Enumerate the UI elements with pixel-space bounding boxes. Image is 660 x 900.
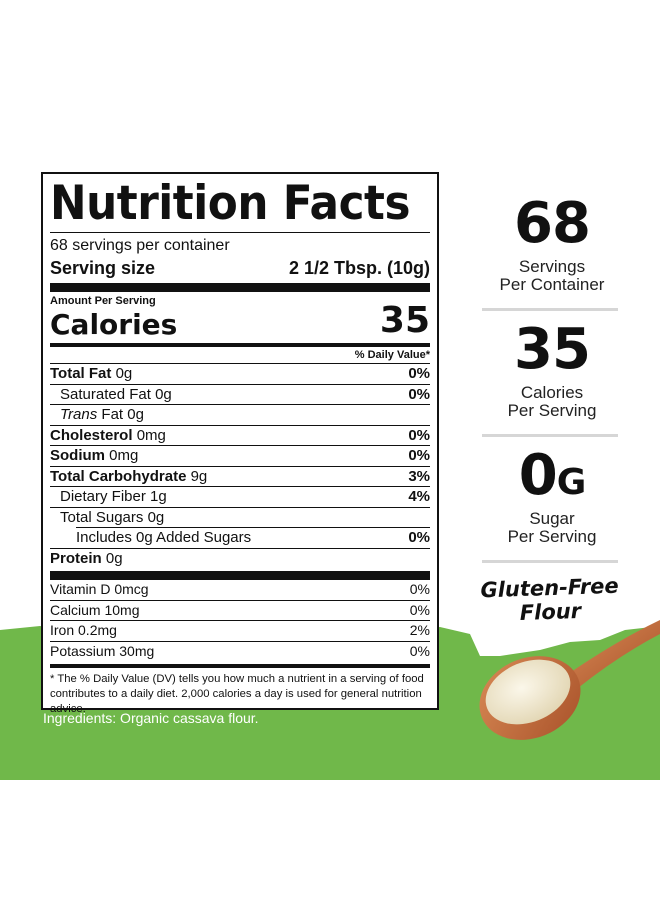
nutrient-dv: 0% xyxy=(408,529,430,546)
nutrient-dv: 4% xyxy=(408,488,430,505)
vitamin-name: Vitamin D xyxy=(50,581,111,597)
wooden-spoon-with-flour-image xyxy=(468,610,660,755)
nutrient-name: Cholesterol xyxy=(50,426,133,444)
nutrient-amount: 0g xyxy=(127,406,144,423)
nutrient-amount: 0g xyxy=(155,385,172,403)
nutrient-dv: 0% xyxy=(408,385,430,403)
divider xyxy=(482,308,618,311)
divider xyxy=(482,560,618,563)
nutrient-dv: 3% xyxy=(408,467,430,485)
nutrient-amount: 1g xyxy=(150,488,167,505)
serving-size-row: Serving size 2 1/2 Tbsp. (10g) xyxy=(50,256,430,283)
nutrient-row-protein: Protein 0g xyxy=(50,549,430,569)
nutrient-row-total-fat: Total Fat 0g 0% xyxy=(50,364,430,384)
nutrient-amount: 0g xyxy=(147,508,165,526)
stat-unit: G xyxy=(556,462,587,503)
calories-value: 35 xyxy=(379,300,430,341)
nutrition-facts-label: Nutrition Facts 68 servings per containe… xyxy=(41,172,439,715)
nutrient-row-total-sugars: Total Sugars 0g xyxy=(50,508,430,528)
vitamin-dv: 0% xyxy=(409,601,430,618)
nutrient-name: Sodium xyxy=(50,447,105,464)
stat-value: 68 xyxy=(514,191,591,256)
servings-per-container: 68 servings per container xyxy=(50,237,230,254)
nutrient-name-italic: Trans xyxy=(60,406,98,423)
nutrient-amount: 9g xyxy=(190,467,208,485)
nutrient-dv: 0% xyxy=(408,365,430,382)
nutrient-row-total-carbohydrate: Total Carbohydrate 9g 3% xyxy=(50,467,430,487)
nutrient-dv: 0% xyxy=(408,447,430,464)
stat-caption-line-2: Per Serving xyxy=(507,401,597,420)
vitamin-row-potassium: Potassium 30mg 0% xyxy=(50,642,430,662)
nutrient-name: Total Fat xyxy=(50,365,112,382)
nutrient-name: Total Sugars xyxy=(60,508,144,526)
vitamin-amount: 0mcg xyxy=(114,581,149,597)
vitamin-name: Potassium xyxy=(50,642,116,659)
nutrient-name: Dietary Fiber xyxy=(60,488,146,505)
nutrient-dv: 0% xyxy=(408,426,430,444)
nutrient-row-cholesterol: Cholesterol 0mg 0% xyxy=(50,426,430,446)
daily-value-footnote: * The % Daily Value (DV) tells you how m… xyxy=(50,673,424,715)
serving-size-label: Serving size xyxy=(50,258,156,278)
vitamin-name: Calcium xyxy=(50,601,101,618)
stat-caption-line-2: Per Container xyxy=(499,275,605,294)
nutrient-amount: 0g xyxy=(115,365,133,382)
label-title: Nutrition Facts xyxy=(50,176,411,231)
divider xyxy=(482,434,618,437)
stat-number: 0 xyxy=(518,443,558,508)
nutrient-amount: 0g xyxy=(105,549,123,567)
nutrient-row-saturated-fat: Saturated Fat 0g 0% xyxy=(50,385,430,405)
vitamin-dv: 0% xyxy=(409,581,430,597)
vitamin-name: Iron xyxy=(50,622,75,638)
stat-servings: 68 Servings Per Container xyxy=(482,196,622,294)
nutrient-amount: 0mg xyxy=(136,426,166,444)
ingredients-text: Ingredients: Organic cassava flour. xyxy=(43,710,259,726)
serving-size-value: 2 1/2 Tbsp. (10g) xyxy=(288,258,430,278)
vitamin-amount: 30mg xyxy=(119,642,155,659)
vitamin-dv: 0% xyxy=(409,642,430,659)
vitamin-row-iron: Iron 0.2mg 2% xyxy=(50,621,430,641)
stat-value: 0G xyxy=(482,448,622,504)
vitamin-row-calcium: Calcium 10mg 0% xyxy=(50,601,430,621)
stat-caption-line-1: Sugar xyxy=(529,509,575,528)
stat-value: 35 xyxy=(514,317,591,382)
nutrient-name: Fat xyxy=(101,406,124,423)
calories-label: Calories xyxy=(50,308,178,341)
stat-sugar: 0G Sugar Per Serving xyxy=(482,448,622,546)
calories-row: Calories 35 xyxy=(50,303,430,341)
stat-caption-line-1: Servings xyxy=(518,257,586,276)
nutrient-name: Total Carbohydrate xyxy=(50,467,187,485)
vitamin-amount: 0.2mg xyxy=(78,622,117,638)
amount-per-serving: Amount Per Serving xyxy=(50,295,156,307)
stat-caption-line-2: Per Serving xyxy=(507,527,597,546)
daily-value-header: % Daily Value* xyxy=(354,349,430,361)
vitamin-amount: 10mg xyxy=(104,601,140,618)
stat-calories: 35 Calories Per Serving xyxy=(482,322,622,420)
nutrient-row-dietary-fiber: Dietary Fiber 1g 4% xyxy=(50,487,430,507)
stat-caption-line-1: Calories xyxy=(520,383,584,402)
vitamin-dv: 2% xyxy=(409,622,430,638)
nutrient-row-trans-fat: Trans Fat 0g xyxy=(50,405,430,425)
nutrient-row-sodium: Sodium 0mg 0% xyxy=(50,446,430,466)
nutrient-name: Saturated Fat xyxy=(60,385,151,403)
vitamin-row-vitamin-d: Vitamin D 0mcg 0% xyxy=(50,580,430,600)
nutrient-name: Includes 0g Added Sugars xyxy=(76,529,252,546)
nutrient-row-added-sugars: Includes 0g Added Sugars 0% xyxy=(50,528,430,548)
nutrient-amount: 0mg xyxy=(109,447,139,464)
nutrient-name: Protein xyxy=(50,549,102,567)
